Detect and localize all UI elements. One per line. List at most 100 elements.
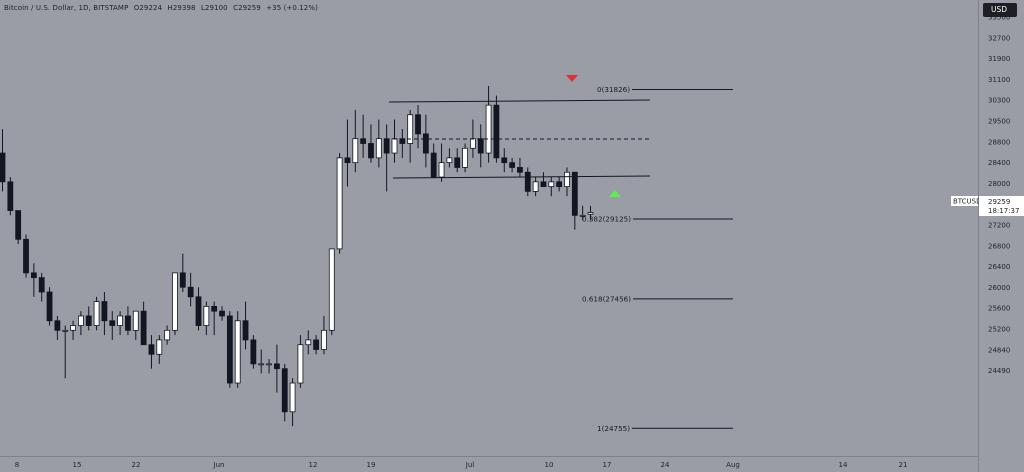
- candle-body: [352, 138, 359, 164]
- candle-body: [109, 320, 116, 326]
- candle-body: [187, 286, 194, 298]
- symbol-title: Bitcoin / U.S. Dollar, 1D, BITSTAMP: [4, 4, 129, 12]
- candle-body: [172, 272, 178, 331]
- candle-body: [125, 315, 131, 331]
- candle-body: [7, 181, 14, 211]
- bottom-marker-arrow: [609, 190, 621, 197]
- y-tick-label: 24840: [988, 346, 1010, 354]
- candle-body: [156, 339, 163, 355]
- x-tick-label: 10: [545, 461, 554, 469]
- y-tick-label: 28800: [988, 138, 1010, 146]
- candle-body: [556, 181, 563, 188]
- channel-bottom-line: [392, 175, 651, 179]
- candle-body: [250, 339, 257, 365]
- candle-body: [219, 310, 225, 317]
- open-label: O: [133, 4, 140, 12]
- candle-body: [313, 339, 320, 350]
- x-tick-label: 12: [309, 461, 318, 469]
- candle-body: [85, 315, 92, 326]
- candle-body: [258, 363, 265, 366]
- candle-body: [462, 147, 468, 168]
- candle-body: [140, 310, 147, 346]
- y-tick-label: 26800: [988, 242, 1010, 250]
- candle-body: [328, 248, 335, 331]
- candle-body: [211, 305, 218, 312]
- candle-body: [336, 157, 343, 250]
- x-tick-label: 19: [367, 461, 376, 469]
- x-tick-label: 21: [899, 461, 908, 469]
- high-label: H: [167, 4, 173, 12]
- x-tick-label: 24: [661, 461, 670, 469]
- candle-body: [93, 301, 100, 326]
- candle-body: [469, 138, 476, 149]
- fib-label: 0.618(27456): [582, 294, 631, 303]
- candle-body: [203, 305, 210, 326]
- candle-body: [509, 162, 516, 168]
- candle-body: [383, 138, 390, 154]
- ticker-badge: [951, 196, 978, 206]
- candle-body: [493, 104, 500, 159]
- y-tick-label: 31900: [988, 55, 1010, 63]
- y-tick-label: 27200: [988, 222, 1010, 230]
- candle-body: [234, 320, 241, 384]
- ticker-badge-text: BTCUSD: [953, 198, 982, 206]
- candle-body: [360, 138, 367, 144]
- candle-body: [164, 329, 171, 341]
- low-label: L: [200, 4, 205, 12]
- currency-button[interactable]: USD: [983, 3, 1017, 17]
- candle-body: [101, 301, 108, 322]
- candle-body: [132, 310, 139, 331]
- candle-body: [281, 368, 288, 413]
- x-tick-label: Aug: [726, 461, 740, 469]
- candle-body: [117, 315, 123, 326]
- candle-body: [477, 138, 484, 154]
- candle-body: [70, 325, 76, 331]
- candle-body: [564, 171, 570, 188]
- candle-body: [195, 296, 202, 326]
- candle-body: [242, 320, 249, 341]
- y-tick-label: 26000: [988, 284, 1010, 292]
- y-tick-label: 30300: [988, 97, 1010, 105]
- candle-body: [446, 157, 453, 164]
- candle-body: [454, 157, 461, 168]
- channel-top-line: [388, 99, 651, 103]
- candle-body: [407, 114, 414, 144]
- candle-body: [368, 143, 374, 159]
- fib-label: 0(31826): [597, 85, 630, 94]
- fib-label: 0.382(29125): [582, 214, 631, 223]
- y-tick-label: 25200: [988, 326, 1010, 334]
- candle-body: [532, 181, 539, 192]
- x-tick-label: 14: [839, 461, 848, 469]
- candle-body: [517, 167, 523, 173]
- open-value: 29224: [139, 4, 163, 12]
- high-value: 29398: [172, 4, 196, 12]
- candle-body: [321, 329, 327, 350]
- y-tick-label: 25600: [988, 305, 1010, 313]
- candle-body: [305, 339, 312, 346]
- close-value: 29259: [238, 4, 261, 12]
- candle-body: [587, 212, 594, 215]
- candle-body: [344, 157, 351, 164]
- candle-body: [15, 210, 22, 240]
- candle-body: [46, 291, 53, 322]
- candle-body: [273, 363, 280, 370]
- y-tick-label: 26400: [988, 263, 1010, 271]
- candle-body: [179, 272, 186, 288]
- candle-body: [540, 181, 547, 188]
- low-value: 29100: [204, 4, 228, 12]
- candle-body: [571, 171, 578, 216]
- y-tick-label: 29500: [988, 118, 1010, 126]
- candle-body: [524, 171, 531, 192]
- candle-body: [148, 344, 155, 355]
- y-tick-label: 32700: [988, 34, 1010, 42]
- close-label: C: [233, 4, 239, 12]
- candle-body: [501, 157, 508, 164]
- candle-body: [579, 214, 586, 217]
- candle-body: [78, 315, 84, 326]
- y-tick-label: 28000: [988, 180, 1010, 188]
- candle-body: [422, 133, 429, 154]
- x-tick-label: 15: [73, 461, 82, 469]
- price-badge-countdown: 18:17:37: [988, 207, 1019, 215]
- candle-body: [438, 162, 445, 178]
